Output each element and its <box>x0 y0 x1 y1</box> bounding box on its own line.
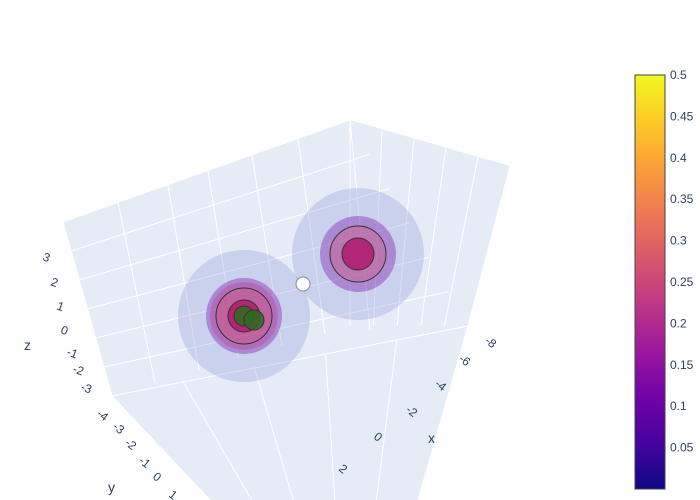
x-tick-0: -8 <box>482 333 499 351</box>
colorbar: 0.05 0.1 0.15 0.2 0.25 0.3 0.35 0.4 0.45 0.5 <box>635 68 694 489</box>
y-tick-1: -3 <box>110 419 127 437</box>
colorbar-tick-8: 0.45 <box>670 109 694 123</box>
z-tick-3: 0 <box>59 323 70 339</box>
colorbar-tick-5: 0.3 <box>670 234 687 248</box>
colorbar-gradient <box>635 75 665 489</box>
y-tick-2: -2 <box>122 435 139 453</box>
z-axis-title: z <box>24 337 31 353</box>
y-tick-5: 1 <box>166 487 180 500</box>
y-axis-title: y <box>108 479 115 495</box>
colorbar-tick-4: 0.25 <box>670 275 694 289</box>
z-tick-2: -1 <box>65 345 80 362</box>
y-tick-3: -1 <box>136 453 153 471</box>
colorbar-tick-1: 0.1 <box>670 399 687 413</box>
colorbar-tick-3: 0.2 <box>670 316 687 330</box>
z-tick-1: -2 <box>71 362 86 379</box>
colorbar-tick-0: 0.05 <box>670 441 694 455</box>
y-tick-0: -4 <box>94 406 111 424</box>
colorbar-tick-9: 0.5 <box>670 68 687 82</box>
colorbar-tick-2: 0.15 <box>670 358 694 372</box>
z-tick-5: 2 <box>49 275 60 291</box>
marker-6 <box>244 310 264 330</box>
z-tick-4: 1 <box>55 299 66 315</box>
colorbar-tick-7: 0.4 <box>670 151 687 165</box>
colorbar-tick-6: 0.35 <box>670 192 694 206</box>
marker-11 <box>296 277 310 291</box>
x-axis-title: x <box>428 430 435 446</box>
y-tick-4: 0 <box>150 469 164 484</box>
z-tick-0: -3 <box>79 380 94 397</box>
marker-10 <box>342 238 374 270</box>
z-tick-6: 3 <box>41 250 52 266</box>
